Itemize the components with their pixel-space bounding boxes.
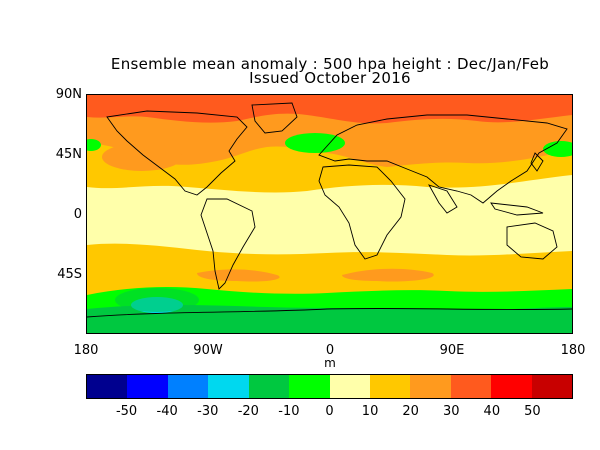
y-label-45s: 45S (57, 267, 82, 282)
colorbar-tick-label: -40 (156, 404, 178, 419)
india-outline (428, 184, 458, 214)
unit-label: m (324, 356, 336, 370)
x-label-180w: 180 (73, 343, 99, 358)
colorbar (86, 374, 573, 399)
colorbar-swatch (87, 375, 128, 398)
chart-subtitle: Issued October 2016 (249, 69, 411, 87)
anomaly-map (86, 94, 573, 334)
colorbar-tick-label: -50 (115, 404, 138, 419)
colorbar-swatch (208, 375, 249, 398)
south-pacific-green (115, 288, 199, 312)
southern-mid-positive-band (197, 269, 280, 282)
x-label-180e: 180 (560, 343, 586, 358)
antarctica-outline (87, 307, 572, 318)
colorbar-swatch (450, 375, 492, 398)
australia-outline (506, 222, 558, 260)
x-label-90e: 90E (439, 343, 465, 358)
north-pacific-positive (102, 143, 182, 171)
north-atlantic-negative (285, 133, 345, 153)
x-label-0: 0 (325, 343, 335, 358)
colorbar-swatch (410, 375, 451, 398)
south-america-outline (200, 198, 256, 290)
colorbar-tick-label: 30 (442, 404, 460, 419)
x-label-90w: 90W (193, 343, 223, 358)
colorbar-swatch (248, 375, 290, 398)
colorbar-swatch (329, 375, 370, 398)
colorbar-swatch (167, 375, 209, 398)
colorbar-tick-label: 0 (325, 404, 334, 419)
chart-title: Ensemble mean anomaly : 500 hpa height :… (110, 55, 550, 73)
north-america-outline (106, 110, 248, 196)
colorbar-swatch (491, 375, 532, 398)
colorbar-swatch (369, 375, 411, 398)
far-west-negative (87, 139, 101, 151)
north-polar-positive-band (87, 95, 572, 124)
greenland-outline (251, 102, 298, 134)
colorbar-tick-label: 10 (361, 404, 379, 419)
africa-outline (318, 164, 406, 260)
colorbar-tick-label: 40 (483, 404, 501, 419)
colorbar-tick-label: -20 (237, 404, 259, 419)
colorbar-tick-label: 20 (402, 404, 419, 419)
southern-mid-positive-band-2 (342, 268, 434, 282)
eurasia-outline (318, 114, 568, 204)
colorbar-swatch (289, 375, 330, 398)
y-label-90n: 90N (55, 87, 82, 102)
west-pacific-negative (543, 141, 572, 157)
colorbar-swatch (127, 375, 168, 398)
colorbar-tick-label: -30 (197, 404, 219, 419)
map-svg (87, 95, 572, 333)
colorbar-tick-label: 50 (524, 404, 541, 419)
y-label-45n: 45N (55, 147, 82, 162)
colorbar-tick-label: -10 (278, 404, 300, 419)
colorbar-swatch (531, 375, 573, 398)
y-label-0: 0 (73, 207, 82, 222)
coastlines (87, 102, 572, 318)
indonesia-outline (490, 202, 544, 216)
japan-outline (530, 152, 544, 172)
